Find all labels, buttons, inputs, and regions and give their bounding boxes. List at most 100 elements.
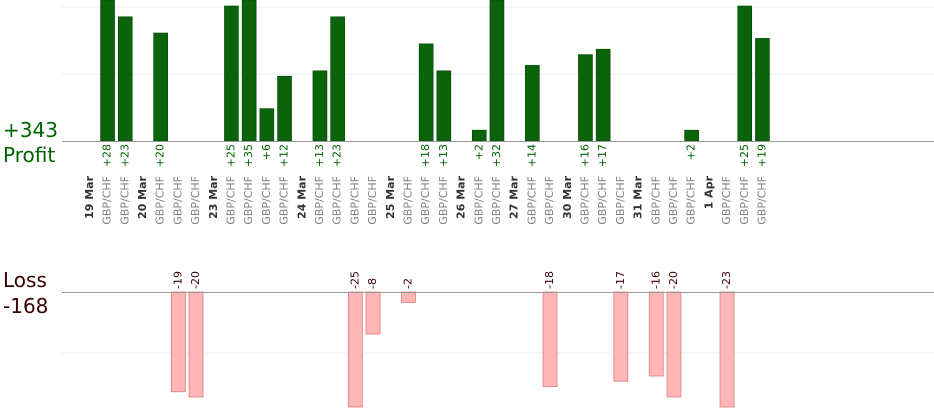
trade-pair-label: GBP/CHF xyxy=(242,176,255,225)
date-label: 19 Mar xyxy=(83,175,96,219)
loss-bar xyxy=(347,291,363,408)
date-label: 20 Mar xyxy=(136,175,149,219)
loss-total: -168 xyxy=(3,294,49,318)
profit-value-label: +17 xyxy=(596,144,609,167)
profit-value-label: +23 xyxy=(118,144,131,167)
profit-value-label: +13 xyxy=(437,144,450,167)
profit-value-label: +28 xyxy=(101,144,114,167)
trade-pair-label: GBP/CHF xyxy=(437,176,450,225)
trade-pair-label: GBP/CHF xyxy=(649,176,662,225)
profit-bar xyxy=(241,0,257,142)
date-label: 24 Mar xyxy=(295,175,308,219)
profit-bar xyxy=(471,129,487,142)
loss-bar xyxy=(170,291,186,393)
profit-bar xyxy=(259,108,275,142)
trade-pair-label: GBP/CHF xyxy=(525,176,538,225)
loss-value-label: -2 xyxy=(401,278,414,289)
trade-pair-label: GBP/CHF xyxy=(348,176,361,225)
date-label: 31 Mar xyxy=(632,175,645,219)
trade-pair-label: GBP/CHF xyxy=(331,176,344,225)
trade-pair-label: GBP/CHF xyxy=(313,176,326,225)
profit-value-label: +16 xyxy=(578,144,591,167)
profit-value-label: +12 xyxy=(278,144,291,167)
profit-bar xyxy=(153,32,168,142)
trade-pair-label: GBP/CHF xyxy=(118,176,131,225)
trade-pair-label: GBP/CHF xyxy=(578,176,591,225)
profit-label: Profit xyxy=(3,143,56,167)
loss-value-label: -25 xyxy=(348,271,361,289)
profit-bar xyxy=(578,54,593,142)
loss-bar xyxy=(542,291,558,387)
trade-pair-label: GBP/CHF xyxy=(543,176,556,225)
loss-bar xyxy=(648,291,664,377)
profit-value-label: +18 xyxy=(419,144,432,167)
profit-value-label: +13 xyxy=(313,144,326,167)
trade-pair-label: GBP/CHF xyxy=(667,176,680,225)
profit-bar xyxy=(525,65,540,142)
profit-value-label: +25 xyxy=(738,144,751,167)
profit-value-label: +2 xyxy=(472,144,485,160)
profit-bar xyxy=(489,0,505,142)
profit-bar xyxy=(684,129,699,142)
trade-pair-label: GBP/CHF xyxy=(154,176,167,225)
loss-bar xyxy=(365,291,381,335)
profit-value-label: +2 xyxy=(685,144,698,160)
date-label: 30 Mar xyxy=(561,175,574,219)
profit-bar xyxy=(224,5,239,142)
loss-value-label: -8 xyxy=(366,278,379,289)
profit-value-label: +6 xyxy=(260,144,273,160)
trade-pair-label: GBP/CHF xyxy=(224,176,237,225)
trade-pair-label: GBP/CHF xyxy=(366,176,379,225)
profit-bar xyxy=(436,70,452,142)
trade-pair-label: GBP/CHF xyxy=(419,176,432,225)
trade-pair-label: GBP/CHF xyxy=(189,176,202,225)
trade-pair-label: GBP/CHF xyxy=(720,176,733,225)
profit-value-label: +20 xyxy=(154,144,167,167)
loss-bar xyxy=(188,291,204,398)
loss-value-label: -20 xyxy=(667,271,680,289)
profit-value-label: +35 xyxy=(242,144,255,167)
loss-bar xyxy=(719,291,735,408)
profit-value-label: +32 xyxy=(490,144,503,167)
profit-value-label: +14 xyxy=(525,144,538,167)
profit-bar xyxy=(117,16,133,142)
trade-pair-label: GBP/CHF xyxy=(596,176,609,225)
loss-value-label: -19 xyxy=(171,271,184,289)
profit-bar xyxy=(755,38,770,142)
profit-value-label: +23 xyxy=(331,144,344,167)
trade-pair-label: GBP/CHF xyxy=(401,176,414,225)
date-label: 23 Mar xyxy=(207,175,220,219)
loss-value-label: -17 xyxy=(614,271,627,289)
trade-pair-label: GBP/CHF xyxy=(490,176,503,225)
date-label: 27 Mar xyxy=(508,175,521,219)
profit-bar xyxy=(312,70,328,142)
loss-bar xyxy=(401,291,416,303)
trade-pair-label: GBP/CHF xyxy=(614,176,627,225)
trade-pair-label: GBP/CHF xyxy=(685,176,698,225)
loss-label: Loss xyxy=(3,268,47,292)
loss-bar xyxy=(613,291,629,382)
date-label: 1 Apr xyxy=(702,175,715,209)
trade-pair-label: GBP/CHF xyxy=(171,176,184,225)
profit-bar xyxy=(330,16,345,142)
profit-bar xyxy=(737,5,753,142)
loss-value-label: -20 xyxy=(189,271,202,289)
loss-value-label: -23 xyxy=(720,271,733,289)
trade-pair-label: GBP/CHF xyxy=(738,176,751,225)
loss-value-label: -18 xyxy=(543,271,556,289)
profit-bar xyxy=(418,43,434,142)
profit-value-label: +25 xyxy=(224,144,237,167)
trade-pair-label: GBP/CHF xyxy=(472,176,485,225)
profit-value-label: +19 xyxy=(755,144,768,167)
profit-bar xyxy=(100,0,115,142)
profit-bar xyxy=(595,48,611,142)
trade-pair-label: GBP/CHF xyxy=(260,176,273,225)
date-label: 25 Mar xyxy=(384,175,397,219)
trade-pair-label: GBP/CHF xyxy=(755,176,768,225)
loss-value-label: -16 xyxy=(649,271,662,289)
profit-bar xyxy=(277,75,292,142)
loss-bar xyxy=(666,291,682,398)
date-label: 26 Mar xyxy=(455,175,468,219)
trade-pair-label: GBP/CHF xyxy=(101,176,114,225)
